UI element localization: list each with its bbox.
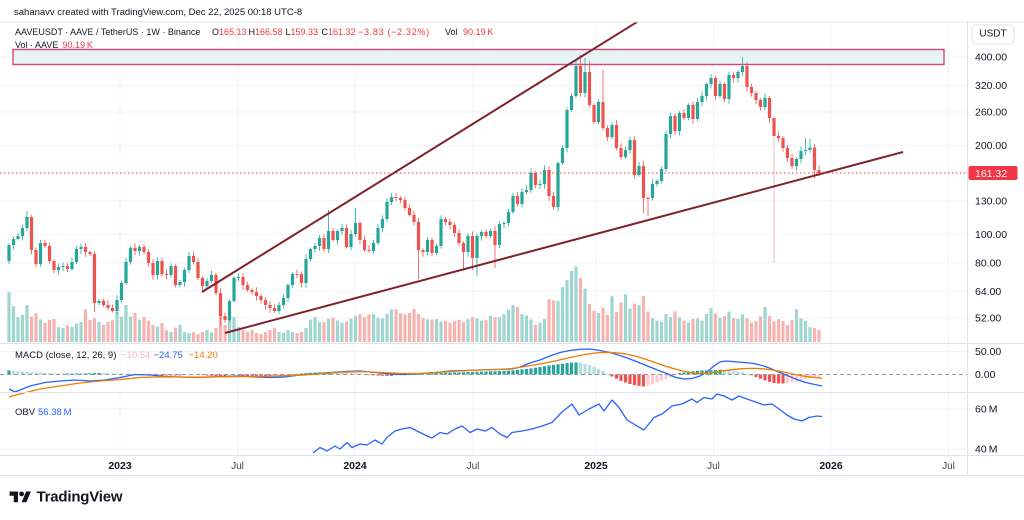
svg-text:52.00: 52.00 <box>975 312 1001 324</box>
svg-text:sahanavv created with TradingV: sahanavv created with TradingView.com, D… <box>14 7 302 18</box>
svg-text:40 M: 40 M <box>975 444 998 456</box>
svg-text:2026: 2026 <box>819 460 843 472</box>
svg-text:60 M: 60 M <box>975 404 998 416</box>
svg-text:AAVEUSDT · AAVE / TetherUS · 1: AAVEUSDT · AAVE / TetherUS · 1W · Binanc… <box>15 27 493 37</box>
svg-text:2023: 2023 <box>108 460 132 472</box>
svg-text:Jul: Jul <box>231 461 244 472</box>
svg-text:USDT: USDT <box>979 29 1006 40</box>
svg-text:400.00: 400.00 <box>975 52 1007 64</box>
svg-text:200.00: 200.00 <box>975 140 1007 152</box>
svg-text:130.00: 130.00 <box>975 195 1007 207</box>
svg-text:50.00: 50.00 <box>975 346 1001 358</box>
svg-text:100.00: 100.00 <box>975 229 1007 241</box>
svg-text:320.00: 320.00 <box>975 80 1007 92</box>
svg-text:64.00: 64.00 <box>975 286 1001 298</box>
svg-text:80.00: 80.00 <box>975 257 1001 269</box>
svg-text:MACD (close, 12, 26, 9)−10.54−: MACD (close, 12, 26, 9) −10.54 −24.75 −14.2… <box>15 350 218 361</box>
svg-text:0.00: 0.00 <box>975 369 996 381</box>
svg-text:161.32: 161.32 <box>975 168 1007 180</box>
svg-text:Jul: Jul <box>467 461 480 472</box>
svg-text:TradingView: TradingView <box>37 489 123 506</box>
svg-text:Jul: Jul <box>707 461 720 472</box>
svg-text:Jul: Jul <box>942 461 955 472</box>
svg-text:2024: 2024 <box>343 460 367 472</box>
svg-text:260.00: 260.00 <box>975 107 1007 119</box>
svg-text:2025: 2025 <box>584 460 608 472</box>
